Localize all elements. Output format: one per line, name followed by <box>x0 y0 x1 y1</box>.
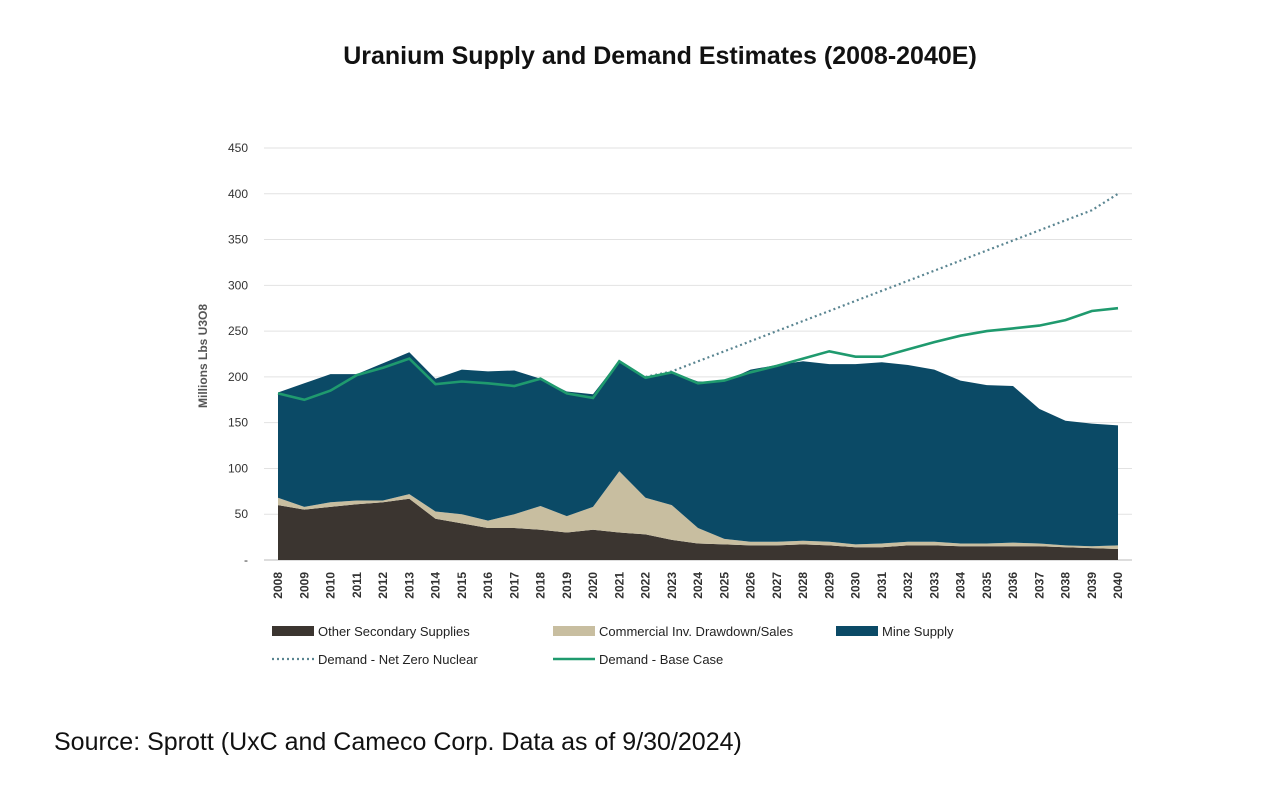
x-tick-label: 2017 <box>507 572 521 599</box>
x-tick-label: 2025 <box>717 572 731 599</box>
x-tick-label: 2037 <box>1032 572 1046 599</box>
x-tick-label: 2014 <box>429 572 443 599</box>
x-axis: 2008 2009 2010 2011 2012 2013 2014 2015 2016 2017… <box>271 572 1125 599</box>
x-tick-label: 2034 <box>954 572 968 599</box>
chart-title: Uranium Supply and Demand Estimates (200… <box>343 42 977 70</box>
y-tick-label: 150 <box>228 416 248 430</box>
stacked-areas <box>278 352 1118 560</box>
x-tick-label: 2021 <box>612 572 626 599</box>
x-tick-label: 2019 <box>560 572 574 599</box>
y-tick-label: 450 <box>228 141 248 155</box>
y-tick-label: 200 <box>228 370 248 384</box>
source-note: Source: Sprott (UxC and Cameco Corp. Dat… <box>54 728 742 756</box>
x-tick-label: 2024 <box>691 572 705 599</box>
x-tick-label: 2016 <box>481 572 495 599</box>
x-tick-label: 2009 <box>297 572 311 599</box>
legend-swatch-commercial-inv-drawdown-sales <box>553 626 595 636</box>
x-tick-label: 2028 <box>796 572 810 599</box>
x-tick-label: 2020 <box>586 572 600 599</box>
x-tick-label: 2026 <box>744 572 758 599</box>
x-tick-label: 2012 <box>376 572 390 599</box>
x-tick-label: 2010 <box>324 572 338 599</box>
y-tick-label: 300 <box>228 278 248 292</box>
x-tick-label: 2008 <box>271 572 285 599</box>
x-tick-label: 2018 <box>534 572 548 599</box>
x-tick-label: 2031 <box>875 572 889 599</box>
legend-label-demand-net-zero-nuclear: Demand - Net Zero Nuclear <box>318 652 478 667</box>
y-axis-label: Millions Lbs U3O8 <box>196 304 210 408</box>
legend-swatch-mine-supply <box>836 626 878 636</box>
x-tick-label: 2027 <box>770 572 784 599</box>
legend-swatch-other-secondary-supplies <box>272 626 314 636</box>
x-tick-label: 2029 <box>822 572 836 599</box>
x-tick-label: 2032 <box>901 572 915 599</box>
x-tick-label: 2011 <box>350 572 364 598</box>
demand-lines <box>277 192 1119 402</box>
y-axis: - 50 100 150 200 250 300 350 400 450 <box>228 141 248 567</box>
x-tick-label: 2013 <box>402 572 416 599</box>
x-tick-label: 2040 <box>1111 572 1125 599</box>
line-demand-net-zero-nuclear <box>645 192 1119 378</box>
line-demand-base-case <box>277 306 1119 402</box>
x-tick-label: 2039 <box>1085 572 1099 599</box>
legend-label-commercial-inv-drawdown-sales: Commercial Inv. Drawdown/Sales <box>599 624 794 639</box>
x-tick-label: 2030 <box>849 572 863 599</box>
legend: Other Secondary Supplies Commercial Inv. … <box>272 624 954 667</box>
y-tick-label: 50 <box>235 507 249 521</box>
y-tick-label: 400 <box>228 187 248 201</box>
x-tick-label: 2035 <box>980 572 994 599</box>
y-tick-label: 100 <box>228 461 248 475</box>
area-other-secondary-supplies <box>278 498 1118 560</box>
legend-label-mine-supply: Mine Supply <box>882 624 954 639</box>
area-commercial-inv-drawdown-sales <box>278 471 1118 549</box>
legend-label-other-secondary-supplies: Other Secondary Supplies <box>318 624 470 639</box>
x-tick-label: 2022 <box>639 572 653 599</box>
y-tick-label: 250 <box>228 324 248 338</box>
x-tick-label: 2033 <box>927 572 941 599</box>
x-tick-label: 2038 <box>1059 572 1073 599</box>
legend-label-demand-base-case: Demand - Base Case <box>599 652 723 667</box>
y-tick-label: 350 <box>228 233 248 247</box>
x-tick-label: 2036 <box>1006 572 1020 599</box>
x-tick-label: 2015 <box>455 572 469 599</box>
area-mine-supply <box>278 352 1118 547</box>
x-tick-label: 2023 <box>665 572 679 599</box>
y-tick-label: - <box>244 553 248 567</box>
